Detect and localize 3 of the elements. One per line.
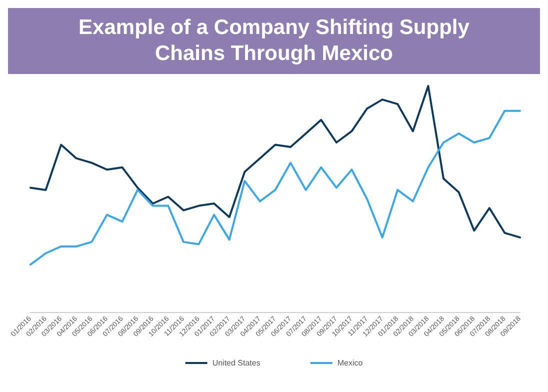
chart-title: Example of a Company Shifting Supply Chains Through Mexico	[8, 8, 540, 74]
legend-label: United States	[212, 358, 260, 368]
legend-label: Mexico	[337, 358, 364, 368]
